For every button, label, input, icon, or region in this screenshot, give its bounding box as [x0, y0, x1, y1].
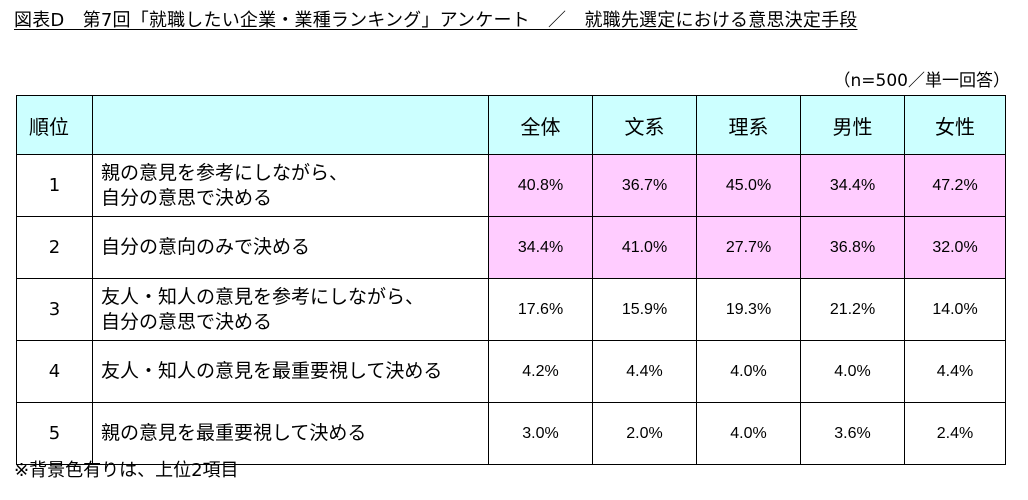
- table-row: 3 友人・知人の意見を参考にしながら、 自分の意思で決める 17.6% 15.9…: [16, 278, 1006, 341]
- value-cell: 4.0%: [696, 340, 801, 403]
- ranking-table: 順位 全体 文系 理系 男性 女性 1 親の意見を参考にしながら、 自分の意思で…: [16, 95, 1006, 465]
- header-col-all: 全体: [488, 95, 593, 155]
- value-cell: 47.2%: [904, 154, 1006, 217]
- value-cell: 4.0%: [800, 340, 905, 403]
- item-cell: 親の意見を参考にしながら、 自分の意思で決める: [92, 154, 489, 217]
- value-cell: 34.4%: [488, 216, 593, 279]
- rank-cell: 2: [16, 216, 93, 279]
- value-cell: 3.0%: [488, 402, 593, 465]
- item-cell: 友人・知人の意見を参考にしながら、 自分の意思で決める: [92, 278, 489, 341]
- header-col-humanities: 文系: [592, 95, 697, 155]
- value-cell: 14.0%: [904, 278, 1006, 341]
- value-cell: 36.7%: [592, 154, 697, 217]
- value-cell: 34.4%: [800, 154, 905, 217]
- value-cell: 15.9%: [592, 278, 697, 341]
- rank-cell: 1: [16, 154, 93, 217]
- value-cell: 32.0%: [904, 216, 1006, 279]
- header-rank: 順位: [16, 95, 93, 155]
- table-row: 5 親の意見を最重要視して決める 3.0% 2.0% 4.0% 3.6% 2.4…: [16, 402, 1006, 465]
- value-cell: 19.3%: [696, 278, 801, 341]
- table-row: 4 友人・知人の意見を最重要視して決める 4.2% 4.4% 4.0% 4.0%…: [16, 340, 1006, 403]
- value-cell: 45.0%: [696, 154, 801, 217]
- item-line-1: 親の意見を最重要視して決める: [101, 422, 367, 444]
- value-cell: 27.7%: [696, 216, 801, 279]
- sample-note: （n=500／単一回答）: [833, 71, 1010, 91]
- item-cell: 友人・知人の意見を最重要視して決める: [92, 340, 489, 403]
- header-col-science: 理系: [696, 95, 801, 155]
- table-header-row: 順位 全体 文系 理系 男性 女性: [16, 95, 1006, 155]
- value-cell: 4.4%: [592, 340, 697, 403]
- value-cell: 4.0%: [696, 402, 801, 465]
- page-title: 図表D 第7回「就職したい企業・業種ランキング」アンケート ／ 就職先選定におけ…: [14, 10, 858, 31]
- header-item: [92, 95, 489, 155]
- item-line-2: 自分の意思で決める: [101, 186, 273, 209]
- table-row: 1 親の意見を参考にしながら、 自分の意思で決める 40.8% 36.7% 45…: [16, 154, 1006, 217]
- table-row: 2 自分の意向のみで決める 34.4% 41.0% 27.7% 36.8% 32…: [16, 216, 1006, 279]
- footnote: ※背景色有りは、上位2項目: [14, 460, 239, 481]
- header-col-female: 女性: [904, 95, 1006, 155]
- value-cell: 21.2%: [800, 278, 905, 341]
- item-line-1: 友人・知人の意見を最重要視して決める: [101, 360, 443, 382]
- value-cell: 17.6%: [488, 278, 593, 341]
- value-cell: 4.2%: [488, 340, 593, 403]
- value-cell: 41.0%: [592, 216, 697, 279]
- rank-cell: 4: [16, 340, 93, 403]
- rank-cell: 3: [16, 278, 93, 341]
- value-cell: 3.6%: [800, 402, 905, 465]
- value-cell: 2.0%: [592, 402, 697, 465]
- value-cell: 4.4%: [904, 340, 1006, 403]
- header-col-male: 男性: [800, 95, 905, 155]
- item-line-1: 友人・知人の意見を参考にしながら、: [101, 285, 425, 308]
- value-cell: 40.8%: [488, 154, 593, 217]
- value-cell: 36.8%: [800, 216, 905, 279]
- item-line-2: 自分の意思で決める: [101, 310, 273, 333]
- item-cell: 親の意見を最重要視して決める: [92, 402, 489, 465]
- item-cell: 自分の意向のみで決める: [92, 216, 489, 279]
- value-cell: 2.4%: [904, 402, 1006, 465]
- item-line-1: 自分の意向のみで決める: [101, 236, 311, 258]
- rank-cell: 5: [16, 402, 93, 465]
- item-line-1: 親の意見を参考にしながら、: [101, 161, 349, 184]
